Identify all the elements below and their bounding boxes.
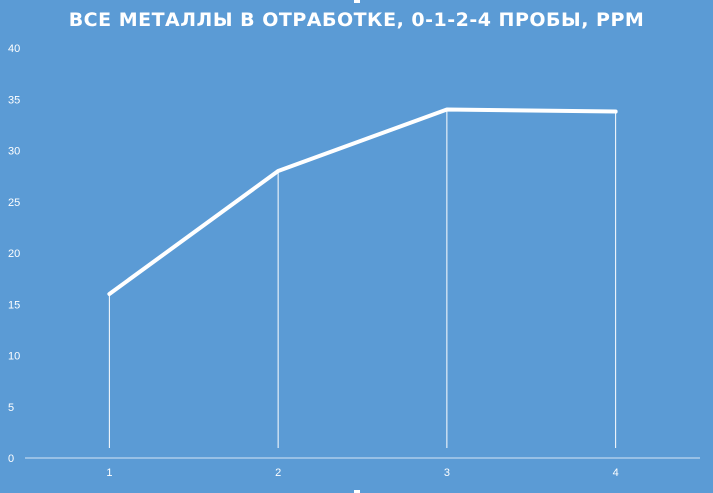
y-tick-label: 15 [8, 299, 20, 311]
y-tick-label: 25 [8, 197, 20, 209]
x-tick-label: 4 [613, 467, 619, 479]
y-tick-label: 0 [8, 453, 14, 465]
y-tick-label: 5 [8, 402, 14, 414]
y-tick-label: 20 [8, 248, 20, 260]
x-tick-label: 1 [106, 467, 112, 479]
y-tick-label: 10 [8, 351, 20, 363]
series-line [107, 107, 618, 296]
chart-title: ВСЕ МЕТАЛЛЫ В ОТРАБОТКЕ, 0-1-2-4 ПРОБЫ, … [68, 9, 645, 31]
data-point [107, 292, 111, 296]
y-tick-label: 30 [8, 146, 20, 158]
y-tick-label: 35 [8, 94, 20, 106]
x-tick-label: 3 [444, 467, 450, 479]
data-point [614, 110, 618, 114]
bottom-resize-handle[interactable] [354, 490, 360, 493]
top-resize-handle[interactable] [354, 0, 360, 3]
x-tick-label: 2 [275, 467, 281, 479]
data-point [276, 169, 280, 173]
y-tick-label: 40 [8, 43, 20, 55]
data-point [445, 108, 449, 111]
